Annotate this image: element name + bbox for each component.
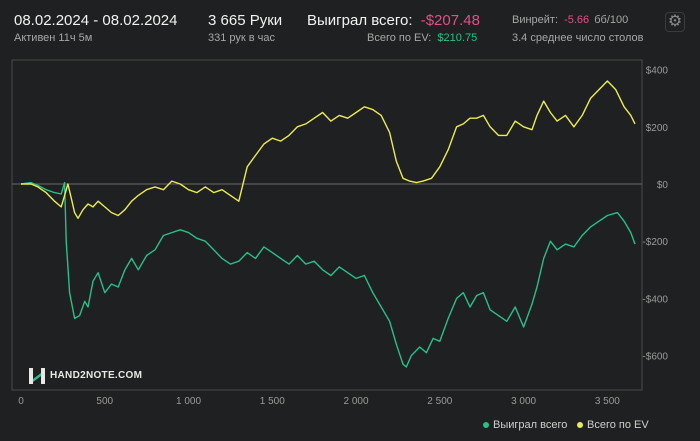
avg-tables: 3.4 среднее число столов	[512, 32, 644, 44]
ev-total-label: Всего по EV:	[367, 32, 432, 44]
active-time: Активен 11ч 5м	[14, 32, 93, 44]
series-line-0	[20, 181, 636, 368]
ev-total: Всего по EV: $210.75	[367, 32, 477, 44]
y-tick-label: -$200	[642, 237, 668, 248]
summary-header: 08.02.2024 - 08.02.2024 Активен 11ч 5м 3…	[0, 0, 700, 60]
legend-item-won[interactable]: Выиграл всего	[483, 419, 567, 431]
legend-dot-ev	[577, 422, 583, 429]
x-tick-label: 3 000	[511, 396, 536, 407]
ev-total-value: $210.75	[437, 32, 478, 44]
x-tick-label: 0	[18, 396, 24, 407]
x-tick-label: 500	[96, 396, 113, 407]
won-total: Выиграл всего: -$207.48	[307, 12, 480, 29]
legend-label-won: Выиграл всего	[493, 419, 568, 431]
winrate-value: -5.66	[564, 14, 590, 26]
hand2note-logo-icon	[29, 368, 45, 384]
legend-label-ev: Всего по EV	[587, 419, 649, 431]
legend-dot-won	[483, 422, 489, 429]
winrate-unit: бб/100	[594, 14, 629, 26]
hands-per-hour: 331 рук в час	[208, 32, 276, 44]
x-tick-label: 3 500	[595, 396, 620, 407]
won-total-value: -$207.48	[420, 12, 480, 29]
y-tick-label: -$400	[642, 294, 668, 305]
series-line-1	[21, 80, 636, 219]
hand2note-logo-text: HAND2NOTE.COM	[50, 370, 143, 381]
winrate-label: Винрейт:	[512, 14, 559, 26]
won-total-label: Выиграл всего:	[307, 12, 413, 29]
date-range: 08.02.2024 - 08.02.2024	[14, 12, 178, 29]
y-tick-label: $200	[646, 123, 669, 134]
x-tick-label: 2 500	[427, 396, 452, 407]
hands-count: 3 665 Руки	[208, 12, 283, 29]
x-tick-label: 1 500	[260, 396, 285, 407]
legend-item-ev[interactable]: Всего по EV	[577, 419, 649, 431]
y-tick-label: $400	[646, 66, 669, 77]
x-tick-label: 1 000	[176, 396, 201, 407]
y-tick-label: $0	[657, 180, 669, 191]
settings-gear-icon[interactable]: ⚙	[665, 12, 685, 32]
x-tick-label: 2 000	[344, 396, 369, 407]
plot-area-border	[11, 59, 643, 391]
winrate: Винрейт: -5.66 бб/100	[512, 14, 628, 26]
y-tick-label: -$600	[642, 352, 668, 363]
